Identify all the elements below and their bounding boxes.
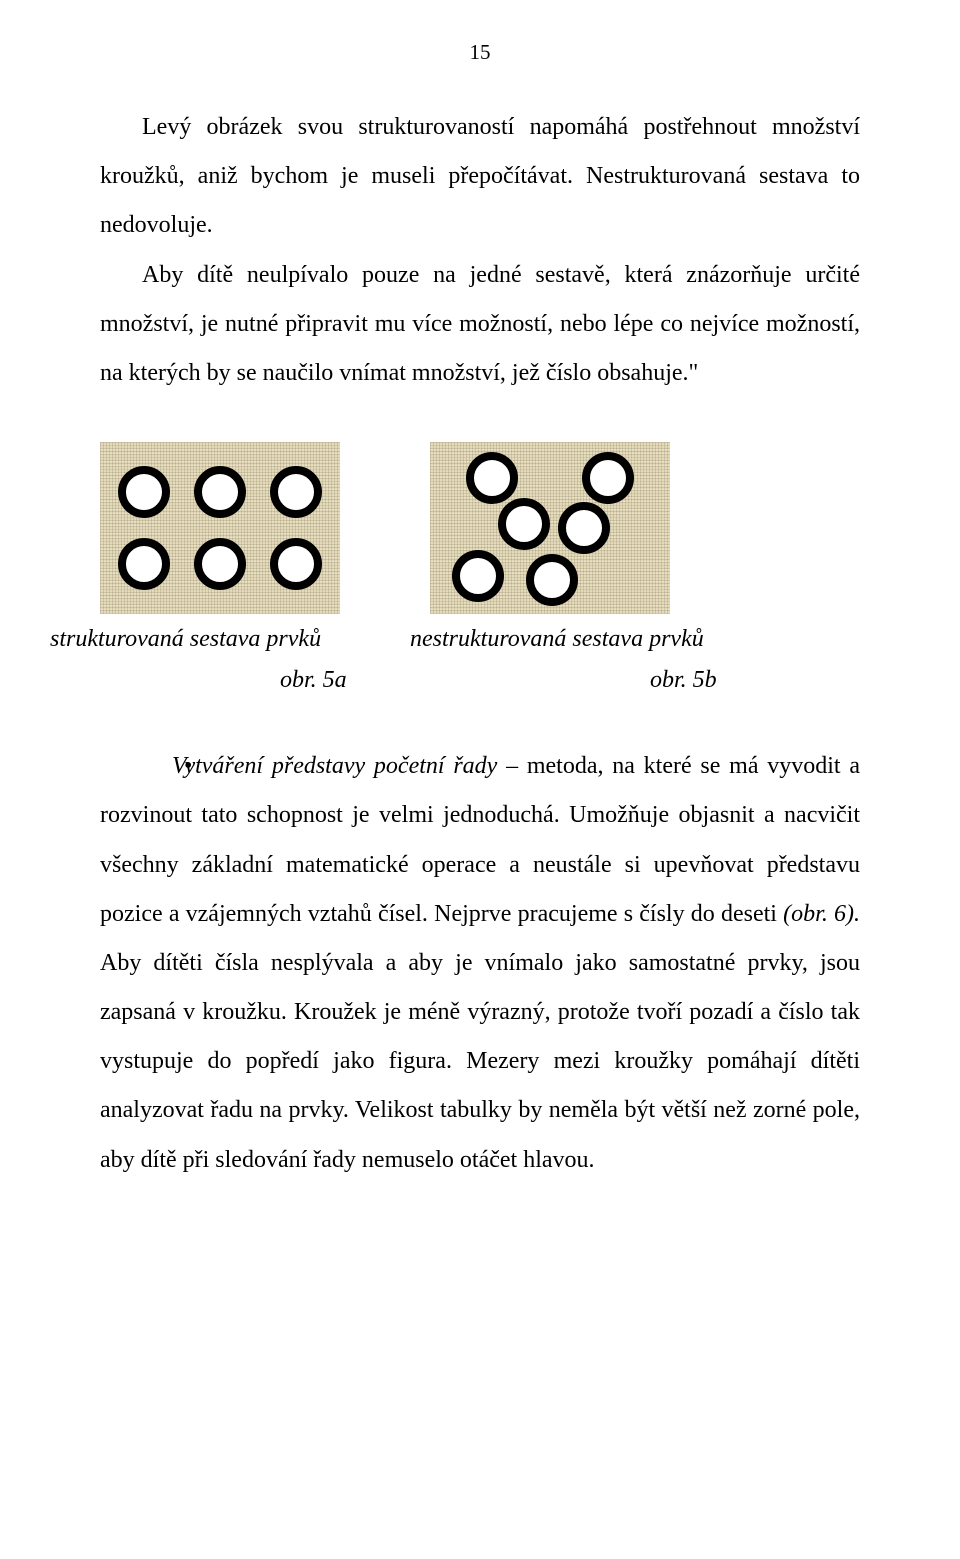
ring-icon [526, 554, 578, 606]
ring-icon [498, 498, 550, 550]
ring-icon [452, 550, 504, 602]
figures-row [100, 442, 860, 614]
ring-icon [194, 538, 246, 590]
ring-icon [270, 538, 322, 590]
bullet-lead-rest: – metoda, na které se má vyvodit a rozvi… [100, 753, 860, 927]
bullet-paragraph: •Vytváření představy početní řady – meto… [100, 742, 860, 1185]
bullet-lead-italic: Vytváření představy početní řady [172, 753, 497, 779]
figure-unstructured [430, 442, 670, 614]
figure-captions: strukturovaná sestava prvků nestrukturov… [50, 626, 810, 653]
ring-icon [270, 466, 322, 518]
ring-icon [466, 452, 518, 504]
figure-labels: obr. 5a obr. 5b [100, 667, 860, 694]
bullet-obr6: (obr. 6). [783, 901, 860, 927]
figure-structured [100, 442, 340, 614]
bullet-tail: Aby dítěti čísla nesplývala a aby je vní… [100, 950, 860, 1173]
figure-label-5a: obr. 5a [100, 667, 410, 694]
paragraph-2: Aby dítě neulpívalo pouze na jedné sesta… [100, 251, 860, 399]
ring-icon [118, 466, 170, 518]
bullet-icon: • [142, 742, 172, 791]
caption-unstructured: nestrukturovaná sestava prvků [410, 626, 810, 653]
ring-icon [558, 502, 610, 554]
document-page: 15 Levý obrázek svou strukturovaností na… [0, 0, 960, 1245]
figure-label-5b: obr. 5b [410, 667, 717, 694]
ring-icon [194, 466, 246, 518]
paragraph-1: Levý obrázek svou strukturovaností napom… [100, 103, 860, 251]
page-number: 15 [100, 40, 860, 65]
ring-icon [118, 538, 170, 590]
ring-icon [582, 452, 634, 504]
caption-structured: strukturovaná sestava prvků [50, 626, 410, 653]
